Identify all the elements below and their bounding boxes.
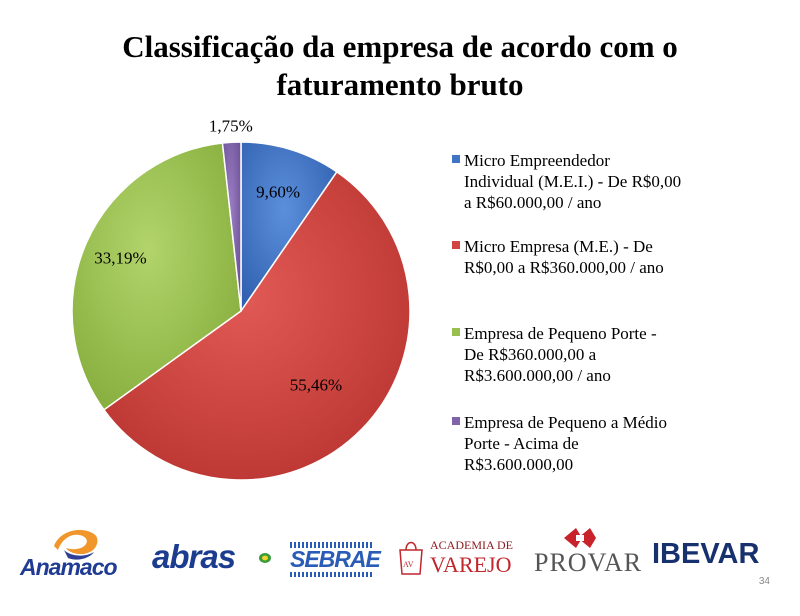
- legend-swatch-epp: [452, 328, 460, 336]
- page-number: 34: [758, 576, 770, 587]
- anamaco-wordmark: Anamaco: [20, 554, 118, 580]
- chart-title: Classificação da empresa de acordo com o…: [60, 28, 740, 104]
- academia-de-varejo-logo: AV ACADEMIA DE VAREJO: [396, 532, 521, 584]
- legend-label-me: Micro Empresa (M.E.) - De R$0,00 a R$360…: [464, 237, 664, 277]
- sponsor-logos: Anamaco abras SEBRAE AV ACADEMIA DE VARE…: [0, 520, 800, 610]
- pie-slice-mei: [240, 141, 338, 314]
- provar-emblem-icon: [564, 528, 596, 548]
- anamaco-logo: Anamaco: [20, 526, 140, 586]
- academia-badge: AV: [403, 560, 414, 569]
- abras-wordmark: abras: [152, 538, 236, 575]
- pie-slice-me: [102, 170, 411, 481]
- provar-logo: PROVAR: [534, 526, 644, 582]
- abras-emblem-icon: [259, 553, 271, 563]
- sebrae-wordmark: SEBRAE: [290, 546, 381, 572]
- data-label-me: 55,46%: [290, 375, 342, 394]
- shopping-bag-icon: [399, 541, 423, 575]
- legend-label-mei: Micro Empreendedor Individual (M.E.I.) -…: [464, 151, 682, 212]
- ibevar-logo: IBEVAR: [652, 538, 782, 578]
- sebrae-stripes-icon: [290, 542, 372, 548]
- sebrae-stripes-bottom-icon: [290, 572, 372, 577]
- data-label-epmp: 1,75%: [209, 116, 253, 135]
- pie-slice-epmp: [221, 141, 242, 312]
- pie-slice-epp: [71, 142, 242, 411]
- legend-swatch-me: [452, 241, 460, 249]
- sebrae-logo: SEBRAE: [290, 542, 381, 582]
- chart-title-line-1: Classificação da empresa de acordo com o: [122, 29, 678, 64]
- academia-line-1: ACADEMIA DE: [430, 538, 513, 552]
- legend-swatch-epmp: [452, 417, 460, 425]
- anamaco-emblem-icon: [54, 530, 98, 560]
- ibevar-wordmark: IBEVAR: [652, 538, 760, 570]
- abras-logo: abras: [152, 538, 282, 578]
- data-label-epp: 33,19%: [94, 249, 146, 268]
- chart-title-line-2: faturamento bruto: [276, 67, 524, 102]
- legend-label-epmp: Empresa de Pequeno a Médio Porte - Acima…: [464, 413, 667, 474]
- data-label-mei: 9,60%: [256, 183, 300, 202]
- legend-label-epp: Empresa de Pequeno Porte - De R$360.000,…: [464, 324, 657, 385]
- legend-swatch-mei: [452, 155, 460, 163]
- academia-line-2: VAREJO: [430, 552, 512, 577]
- provar-wordmark: PROVAR: [534, 548, 643, 577]
